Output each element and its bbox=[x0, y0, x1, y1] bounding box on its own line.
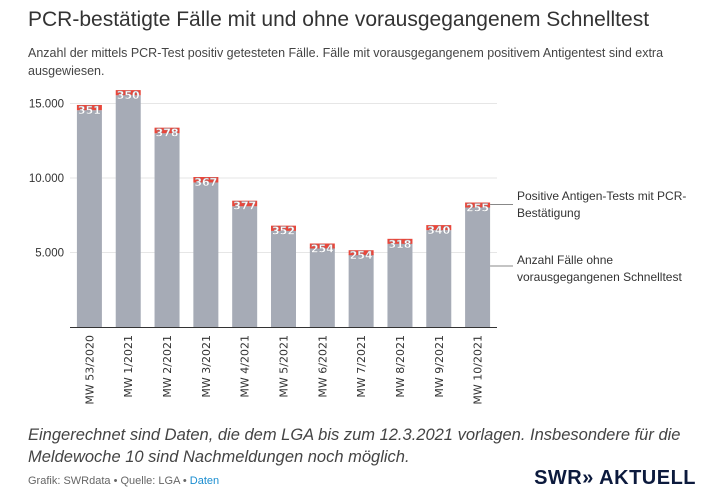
bar-base bbox=[387, 243, 413, 327]
credits-text: Grafik: SWRdata • Quelle: LGA • bbox=[28, 475, 190, 487]
data-label: 378 bbox=[156, 127, 179, 140]
data-label: 367 bbox=[194, 176, 217, 189]
bar-base bbox=[309, 247, 335, 327]
bars bbox=[76, 90, 491, 328]
chart-title: PCR-bestätigte Fälle mit und ohne voraus… bbox=[28, 8, 650, 31]
data-label: 254 bbox=[350, 249, 373, 262]
data-label: 318 bbox=[388, 238, 411, 251]
y-tick-label: 10.000 bbox=[29, 173, 64, 185]
legend-antigen: Positive Antigen-Tests mit PCR-Bestätigu… bbox=[517, 189, 687, 220]
bar-base bbox=[426, 230, 452, 327]
bar-base bbox=[193, 182, 219, 327]
x-tick-label: MW 2/2021 bbox=[161, 335, 174, 398]
data-label: 350 bbox=[117, 89, 140, 102]
bar-antigen bbox=[271, 225, 296, 231]
data-label: 340 bbox=[427, 224, 450, 237]
y-tick-label: 5.000 bbox=[35, 248, 64, 260]
x-tick-label: MW 3/2021 bbox=[200, 335, 213, 398]
bar-base bbox=[348, 253, 374, 327]
data-label: 352 bbox=[272, 225, 295, 238]
bar-antigen bbox=[348, 250, 374, 256]
bar-antigen bbox=[426, 225, 452, 231]
data-label: 254 bbox=[311, 243, 334, 256]
bar-antigen bbox=[115, 90, 141, 96]
bar-base bbox=[154, 133, 180, 327]
bar-antigen bbox=[232, 200, 258, 207]
x-tick-label: MW 10/2021 bbox=[472, 335, 485, 405]
bar-chart: 5.000 10.000 15.000 351 350 378 367 377 352 254 2… bbox=[29, 89, 513, 405]
legend-connectors bbox=[490, 204, 513, 267]
data-labels: 351 350 378 367 377 352 254 254 318 340 255 bbox=[78, 89, 490, 263]
x-tick-label: MW 6/2021 bbox=[316, 335, 329, 398]
bar-antigen bbox=[154, 127, 180, 134]
chart-subtitle: Anzahl der mittels PCR-Test positiv gete… bbox=[28, 46, 664, 78]
x-tick-label: MW 7/2021 bbox=[355, 335, 368, 398]
bar-antigen bbox=[465, 202, 491, 208]
x-tick-label: MW 9/2021 bbox=[433, 335, 446, 398]
data-label: 377 bbox=[233, 200, 256, 213]
bar-antigen bbox=[76, 104, 102, 111]
data-link[interactable]: Daten bbox=[189, 475, 220, 487]
legend-base: Anzahl Fälle ohne vorausgegangenen Schne… bbox=[517, 253, 682, 284]
y-axis-ticks: 5.000 10.000 15.000 bbox=[29, 99, 64, 260]
x-tick-label: MW 5/2021 bbox=[278, 335, 291, 398]
bar-base bbox=[115, 95, 141, 328]
x-tick-label: MW 8/2021 bbox=[394, 335, 407, 398]
bar-base bbox=[232, 206, 258, 327]
data-label: 351 bbox=[78, 104, 101, 117]
data-label: 255 bbox=[466, 202, 489, 215]
bar-base bbox=[271, 230, 296, 327]
x-axis-ticks: MW 53/2020 MW 1/2021 MW 2/2021 MW 3/2021 MW … bbox=[83, 335, 484, 405]
bar-antigen bbox=[193, 177, 219, 183]
credits: Grafik: SWRdata • Quelle: LGA • Daten bbox=[28, 475, 219, 487]
bar-base bbox=[76, 110, 102, 327]
x-tick-label: MW 1/2021 bbox=[122, 335, 135, 398]
y-tick-label: 15.000 bbox=[29, 99, 64, 111]
x-tick-label: MW 4/2021 bbox=[239, 335, 252, 398]
bar-antigen bbox=[309, 243, 335, 249]
bar-antigen bbox=[387, 238, 413, 244]
x-tick-label: MW 53/2020 bbox=[83, 335, 96, 405]
footnote: Eingerechnet sind Daten, die dem LGA bis… bbox=[28, 426, 681, 466]
bar-base bbox=[465, 206, 491, 327]
swr-aktuell-logo: SWR» AKTUELL bbox=[534, 467, 696, 489]
